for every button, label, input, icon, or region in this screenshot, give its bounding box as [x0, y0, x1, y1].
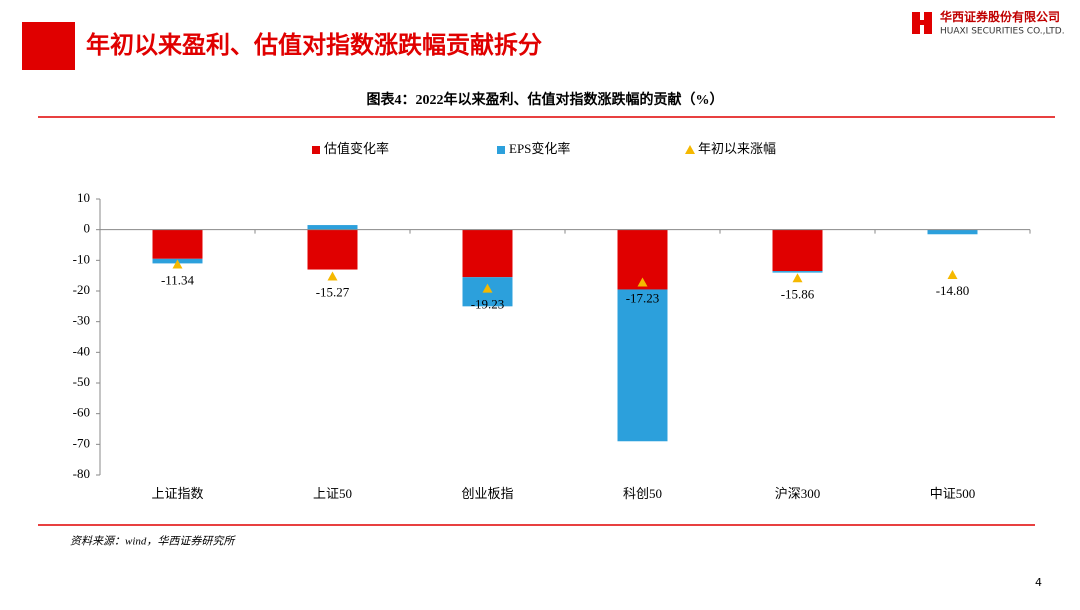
data-label: -11.34	[161, 272, 195, 287]
title-block	[22, 22, 75, 70]
bar	[307, 225, 358, 230]
legend-label: EPS变化率	[509, 141, 570, 156]
x-tick-label: 创业板指	[461, 486, 513, 501]
chart-title: 图表4：2022年以来盈利、估值对指数涨跌幅的贡献（%）	[367, 91, 724, 108]
data-label: -19.23	[471, 297, 505, 312]
bar	[772, 271, 823, 273]
x-tick-label: 中证500	[930, 486, 976, 501]
data-label: -15.27	[316, 284, 350, 299]
data-label: -15.86	[781, 286, 815, 301]
data-label: -17.23	[626, 290, 660, 305]
logo-mark	[912, 12, 920, 34]
y-tick-label: -40	[73, 343, 90, 358]
y-tick-label: -50	[73, 374, 90, 389]
y-tick-label: -60	[73, 405, 90, 420]
legend-swatch	[497, 146, 505, 154]
y-tick-label: -70	[73, 435, 90, 450]
source-note: 资料来源：wind，华西证券研究所	[70, 535, 236, 548]
legend-label: 估值变化率	[324, 141, 389, 156]
data-label: -14.80	[936, 283, 970, 298]
company-name-en: HUAXI SECURITIES CO.,LTD.	[940, 27, 1065, 37]
legend-swatch	[312, 146, 320, 154]
logo-mark	[924, 12, 932, 34]
y-tick-label: 10	[77, 190, 90, 205]
x-tick-label: 上证指数	[151, 486, 203, 501]
logo-mark	[918, 20, 926, 25]
company-name: 华西证券股份有限公司	[940, 9, 1060, 24]
y-tick-label: -10	[73, 251, 90, 266]
marker	[947, 270, 958, 280]
y-tick-label: -30	[73, 313, 90, 328]
bar	[617, 289, 668, 442]
y-tick-label: -80	[73, 466, 90, 481]
marker	[172, 259, 183, 269]
bar	[462, 229, 513, 278]
y-tick-label: 0	[84, 221, 91, 236]
page-number: 4	[1035, 576, 1042, 589]
bar	[772, 229, 823, 272]
marker	[792, 273, 803, 283]
y-tick-label: -20	[73, 282, 90, 297]
x-tick-label: 沪深300	[775, 486, 821, 501]
slide-title: 年初以来盈利、估值对指数涨跌幅贡献拆分	[86, 31, 542, 59]
x-tick-label: 上证50	[313, 486, 352, 501]
legend-swatch	[685, 145, 695, 154]
legend-label: 年初以来涨幅	[698, 141, 776, 156]
marker	[327, 271, 338, 281]
bar	[307, 229, 358, 270]
x-tick-label: 科创50	[623, 486, 662, 501]
marker	[482, 283, 493, 293]
marker	[637, 277, 648, 287]
bar	[927, 229, 978, 235]
bar	[152, 229, 203, 259]
